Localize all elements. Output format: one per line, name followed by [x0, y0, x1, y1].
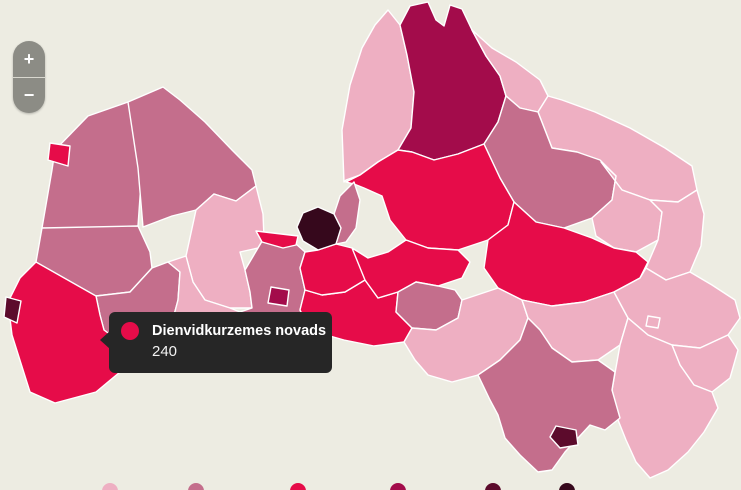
zoom-in-button[interactable]: +: [13, 41, 45, 78]
region-rezekne-city[interactable]: [645, 315, 661, 329]
map-zoom-control: + −: [13, 41, 45, 113]
legend-dot-2: [188, 483, 204, 490]
tooltip-region-color-dot: [121, 322, 139, 340]
region-jelgava-city[interactable]: [267, 286, 290, 307]
legend-dot-5: [485, 483, 501, 490]
region-jurmala-city[interactable]: [255, 230, 299, 249]
region-ogres-novads[interactable]: [351, 239, 471, 299]
region-riga-city[interactable]: [296, 206, 342, 251]
legend-dot-3: [290, 483, 306, 490]
zoom-out-button[interactable]: −: [23, 85, 35, 106]
tooltip-region-value: 240: [152, 343, 178, 360]
region-augsdaugavas-novads[interactable]: [477, 317, 621, 473]
region-ventspils-city[interactable]: [47, 142, 71, 167]
tooltip-region-name: Dienvidkurzemes novads: [152, 323, 327, 339]
legend-dot-6: [559, 483, 575, 490]
region-liepaja-city[interactable]: [3, 296, 22, 324]
region-ventspils-novads[interactable]: [41, 101, 143, 233]
region-daugavpils-city[interactable]: [549, 425, 579, 449]
map-tooltip: Dienvidkurzemes novads 240: [100, 312, 332, 373]
legend-dot-1: [102, 483, 118, 490]
tooltip-pointer-arrow: [100, 331, 110, 349]
legend-dot-4: [390, 483, 406, 490]
